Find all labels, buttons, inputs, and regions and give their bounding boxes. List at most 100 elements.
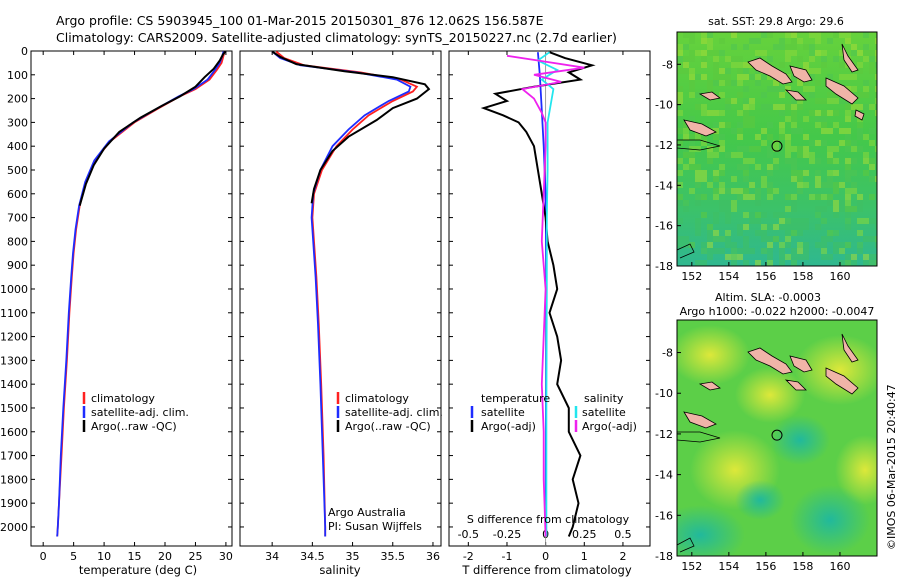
sst-pixel xyxy=(701,50,707,56)
sst-pixel xyxy=(677,86,683,92)
sst-pixel xyxy=(779,218,785,224)
sst-pixel xyxy=(803,224,809,230)
sst-pixel xyxy=(767,56,773,62)
sst-pixel xyxy=(695,224,701,230)
sst-pixel xyxy=(827,158,833,164)
y-tick-label: 200 xyxy=(7,93,28,106)
sst-pixel xyxy=(731,242,737,248)
sst-pixel xyxy=(821,194,827,200)
sst-pixel xyxy=(689,152,695,158)
sst-pixel xyxy=(713,122,719,128)
legend-label-s-argo: Argo(-adj) xyxy=(582,420,637,433)
sst-pixel xyxy=(863,56,869,62)
sst-pixel xyxy=(845,38,851,44)
sst-pixel xyxy=(767,248,773,254)
sst-pixel xyxy=(839,98,845,104)
sst-pixel xyxy=(779,260,785,266)
sst-pixel xyxy=(761,104,767,110)
sst-pixel xyxy=(713,68,719,74)
sst-pixel xyxy=(845,188,851,194)
sst-pixel xyxy=(695,170,701,176)
sst-pixel xyxy=(743,260,749,266)
sst-pixel xyxy=(713,134,719,140)
sst-pixel xyxy=(815,116,821,122)
sst-pixel xyxy=(791,104,797,110)
salinity-xlabel: salinity xyxy=(319,563,360,577)
sst-pixel xyxy=(791,128,797,134)
sst-pixel xyxy=(713,176,719,182)
sst-pixel xyxy=(851,140,857,146)
sst-pixel xyxy=(851,104,857,110)
series-line-satellite-adj-clim xyxy=(271,51,412,537)
sst-pixel xyxy=(821,122,827,128)
sst-pixel xyxy=(773,80,779,86)
sst-pixel xyxy=(821,236,827,242)
sst-pixel xyxy=(803,182,809,188)
sst-pixel xyxy=(755,230,761,236)
argo-float-marker xyxy=(771,140,783,152)
sst-pixel xyxy=(713,110,719,116)
sst-pixel xyxy=(707,254,713,260)
sst-pixel xyxy=(731,152,737,158)
sst-pixel xyxy=(869,62,875,68)
sst-pixel xyxy=(797,98,803,104)
sst-pixel xyxy=(743,176,749,182)
sst-pixel xyxy=(707,158,713,164)
sst-pixel xyxy=(701,248,707,254)
sst-pixel xyxy=(683,62,689,68)
annotation-argo-australia: Argo Australia xyxy=(328,506,406,519)
sst-pixel xyxy=(677,194,683,200)
sst-pixel xyxy=(677,128,683,134)
sst-pixel xyxy=(719,68,725,74)
sst-pixel xyxy=(785,242,791,248)
sst-pixel xyxy=(701,32,707,38)
y-tick-label: 800 xyxy=(7,235,28,248)
sst-pixel xyxy=(725,236,731,242)
sst-pixel xyxy=(821,62,827,68)
sst-pixel xyxy=(845,212,851,218)
sst-pixel xyxy=(791,146,797,152)
sst-pixel xyxy=(701,194,707,200)
sst-pixel xyxy=(827,182,833,188)
sst-pixel xyxy=(737,74,743,80)
sst-pixel xyxy=(815,50,821,56)
sst-pixel xyxy=(719,164,725,170)
y-tick-label: 1400 xyxy=(0,378,28,391)
sst-pixel xyxy=(695,92,701,98)
title-line-2: Climatology: CARS2009. Satellite-adjuste… xyxy=(56,30,617,45)
legend-label-argo: Argo(..raw -QC) xyxy=(345,420,431,433)
sst-pixel xyxy=(701,74,707,80)
sst-pixel xyxy=(863,236,869,242)
sst-pixel xyxy=(821,242,827,248)
sst-pixel xyxy=(821,116,827,122)
sst-pixel xyxy=(797,224,803,230)
sst-pixel xyxy=(797,104,803,110)
sst-pixel xyxy=(815,110,821,116)
sst-pixel xyxy=(713,230,719,236)
sst-pixel xyxy=(797,248,803,254)
x-tick-label: 34 xyxy=(265,550,279,563)
sst-map: sat. SST: 29.8 Argo: 29.6 152 154 156 158 16… xyxy=(655,15,878,283)
map-y-tick-label: -18 xyxy=(655,260,673,273)
sst-pixel xyxy=(707,248,713,254)
sst-pixel xyxy=(761,140,767,146)
sst-pixel xyxy=(749,104,755,110)
sst-pixel xyxy=(743,164,749,170)
sst-pixel xyxy=(797,146,803,152)
sst-pixel xyxy=(839,50,845,56)
sst-pixel xyxy=(683,200,689,206)
sst-pixel xyxy=(863,254,869,260)
sst-pixel xyxy=(851,158,857,164)
sst-pixel xyxy=(863,134,869,140)
sst-pixel xyxy=(875,224,877,230)
sst-pixel xyxy=(767,32,773,38)
sst-pixel xyxy=(833,206,839,212)
sst-pixel xyxy=(845,116,851,122)
sst-pixel xyxy=(791,98,797,104)
sst-pixel xyxy=(683,122,689,128)
sst-pixel xyxy=(803,152,809,158)
sst-pixel xyxy=(857,104,863,110)
sst-pixel xyxy=(749,218,755,224)
sst-pixel xyxy=(827,110,833,116)
